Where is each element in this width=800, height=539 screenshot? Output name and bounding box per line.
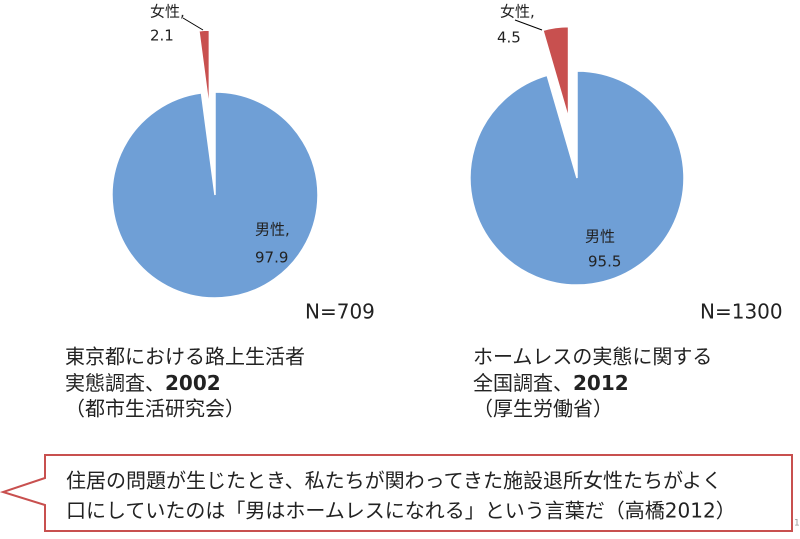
sample-size: N=709 — [305, 300, 375, 324]
caption-line: 実態調査、2002 — [65, 371, 221, 395]
data-label-value: 4.5 — [497, 29, 521, 47]
pie-slice — [469, 70, 685, 286]
data-label-value: 2.1 — [150, 27, 174, 45]
sample-size: N=1300 — [700, 300, 783, 324]
caption-year: 2012 — [573, 371, 629, 395]
data-label-name: 男性, — [255, 221, 290, 239]
callout-line: 口にしていたのは「男はホームレスになれる」という言葉だ（高橋2012） — [66, 499, 736, 523]
caption-line: ホームレスの実態に関する — [473, 345, 712, 369]
caption-year: 2002 — [165, 371, 221, 395]
caption-text: 実態調査、 — [65, 371, 165, 395]
callout-box — [0, 454, 793, 532]
pie-slice — [111, 91, 319, 299]
leader-line — [182, 17, 204, 31]
pie-slice — [541, 25, 570, 119]
caption-source: （都市生活研究会） — [65, 397, 245, 421]
leader-line — [514, 19, 543, 31]
caption-text: 全国調査、 — [473, 371, 573, 395]
caption-source: （厚生労働省） — [473, 397, 613, 421]
data-label-name: 男性 — [585, 228, 615, 246]
data-label-value: 95.5 — [588, 253, 621, 271]
pie-slice — [198, 29, 211, 111]
callout-line: 住居の問題が生じたとき、私たちが関わってきた施設退所女性たちがよく — [66, 469, 722, 493]
data-label-name: 女性, — [150, 3, 185, 21]
caption-line: 東京都における路上生活者 — [65, 345, 305, 369]
caption-line: 全国調査、2012 — [473, 371, 629, 395]
page-number: 1 — [794, 519, 800, 529]
data-label-name: 女性, — [500, 3, 535, 21]
data-label-value: 97.9 — [255, 249, 288, 267]
